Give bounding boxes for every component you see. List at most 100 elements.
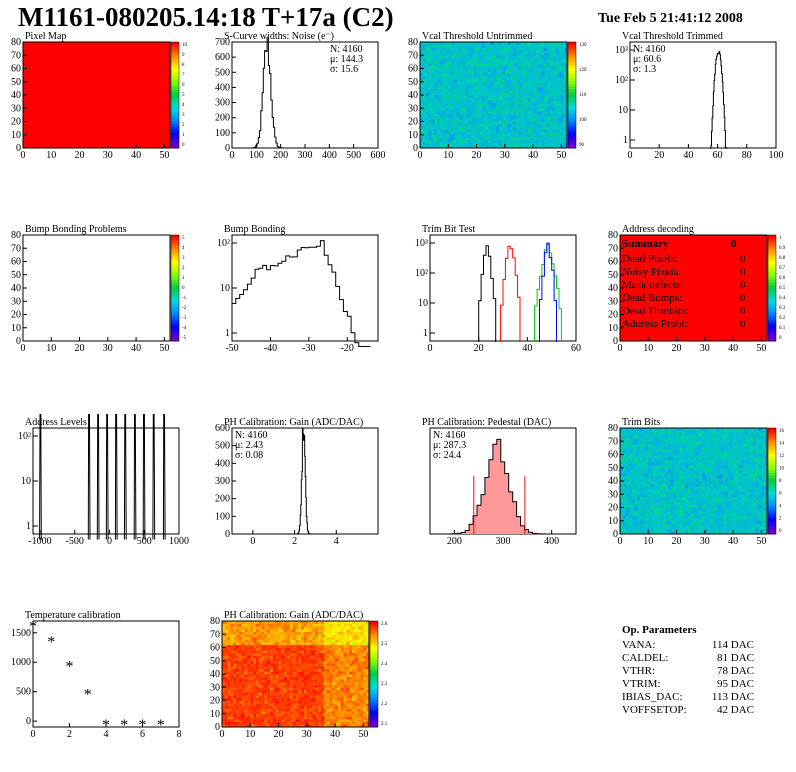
heatmap-cell <box>662 441 666 445</box>
heatmap-cell <box>716 486 720 490</box>
heatmap-cell <box>755 433 759 437</box>
heatmap-cell <box>227 719 231 722</box>
heatmap-cell <box>501 76 506 80</box>
heatmap-cell <box>639 488 643 492</box>
heatmap-cell <box>761 433 765 437</box>
palette-cell <box>768 333 776 337</box>
heatmap-cell <box>462 76 466 80</box>
heatmap-cell <box>665 502 669 506</box>
heatmap-cell <box>445 79 449 83</box>
heatmap-cell <box>752 491 756 495</box>
heatmap-cell <box>541 63 545 67</box>
heatmap-cell <box>636 430 641 434</box>
heatmap-cell <box>645 494 649 498</box>
heatmap-cell <box>707 451 711 455</box>
heatmap-cell <box>622 430 626 434</box>
heatmap-cell <box>676 488 680 492</box>
heatmap-cell <box>485 105 489 109</box>
heatmap-cell <box>761 481 765 484</box>
heatmap-cell <box>631 470 635 474</box>
heatmap-cell <box>721 502 725 506</box>
heatmap-cell <box>750 494 754 498</box>
palette-cell <box>568 145 576 149</box>
heatmap-cell <box>501 55 506 59</box>
heatmap-cell <box>713 449 717 453</box>
heatmap-cell <box>445 55 449 59</box>
heatmap-cell <box>518 124 523 128</box>
heatmap-cell <box>496 132 500 136</box>
heatmap-cell <box>699 454 703 458</box>
heatmap-cell <box>701 496 706 500</box>
heatmap-cell <box>530 65 534 69</box>
heatmap-cell <box>648 441 652 445</box>
heatmap-cell <box>561 52 565 56</box>
heatmap-cell <box>284 719 288 722</box>
heatmap-cell <box>538 140 542 143</box>
heatmap-cell <box>524 92 528 96</box>
palette-cell <box>171 113 179 117</box>
heatmap-cell <box>468 65 472 69</box>
heatmap-cell <box>487 47 491 51</box>
heatmap-cell <box>659 473 663 476</box>
heatmap-cell <box>628 465 632 469</box>
heatmap-cell <box>501 129 506 133</box>
heatmap-cell <box>755 462 759 466</box>
heatmap-cell <box>555 73 559 77</box>
heatmap-cell <box>727 523 731 527</box>
heatmap-cell <box>628 520 632 524</box>
heatmap-cell <box>747 486 751 490</box>
heatmap-cell <box>499 113 503 117</box>
heatmap-cell <box>718 531 723 535</box>
heatmap-cell <box>651 428 655 431</box>
heatmap-cell <box>485 49 489 53</box>
heatmap-cell <box>473 108 477 112</box>
heatmap-cell <box>445 118 449 122</box>
heatmap-cell <box>513 100 517 104</box>
heatmap-cell <box>648 515 652 519</box>
heatmap-cell <box>741 512 745 516</box>
heatmap-cell <box>490 63 494 67</box>
heatmap-cell <box>445 81 449 85</box>
plot-frame <box>22 234 171 342</box>
palette-cell <box>568 57 576 62</box>
heatmap-cell <box>741 488 745 492</box>
heatmap-cell <box>653 473 658 476</box>
heatmap-cell <box>685 449 689 453</box>
heatmap-cell <box>270 716 274 720</box>
heatmap-cell <box>673 481 677 484</box>
heatmap-cell <box>639 433 643 437</box>
heatmap-cell <box>659 491 663 495</box>
heatmap-cell <box>747 494 751 498</box>
heatmap-cell <box>685 523 689 527</box>
heatmap-cell <box>499 63 503 67</box>
heatmap-cell <box>651 510 655 514</box>
heatmap-cell <box>513 76 517 80</box>
palette-cell <box>568 105 576 109</box>
heatmap-cell <box>685 438 689 442</box>
palette-cell <box>171 293 179 297</box>
heatmap-cell <box>682 467 686 471</box>
heatmap-cell <box>764 438 768 442</box>
palette-cell <box>171 134 179 138</box>
heatmap-cell <box>651 438 655 442</box>
heatmap-cell <box>541 137 545 141</box>
heatmap-cell <box>699 520 703 524</box>
heatmap-cell <box>730 428 734 431</box>
heatmap-cell <box>682 502 686 506</box>
heatmap-cell <box>501 92 506 96</box>
heatmap-cell <box>499 142 503 146</box>
heatmap-cell <box>721 454 725 458</box>
stats-text: N: 4160 <box>330 44 363 55</box>
heatmap-cell <box>735 507 740 511</box>
heatmap-cell <box>434 92 438 96</box>
heatmap-cell <box>337 716 342 720</box>
y-tick-label: 500 <box>215 441 230 452</box>
heatmap-cell <box>676 441 680 445</box>
scatter-point: * <box>157 717 165 734</box>
heatmap-cell <box>710 523 714 527</box>
heatmap-cell <box>530 92 534 96</box>
heatmap-cell <box>473 68 477 72</box>
heatmap-cell <box>428 89 432 93</box>
heatmap-cell <box>764 494 768 498</box>
heatmap-cell <box>513 68 517 72</box>
